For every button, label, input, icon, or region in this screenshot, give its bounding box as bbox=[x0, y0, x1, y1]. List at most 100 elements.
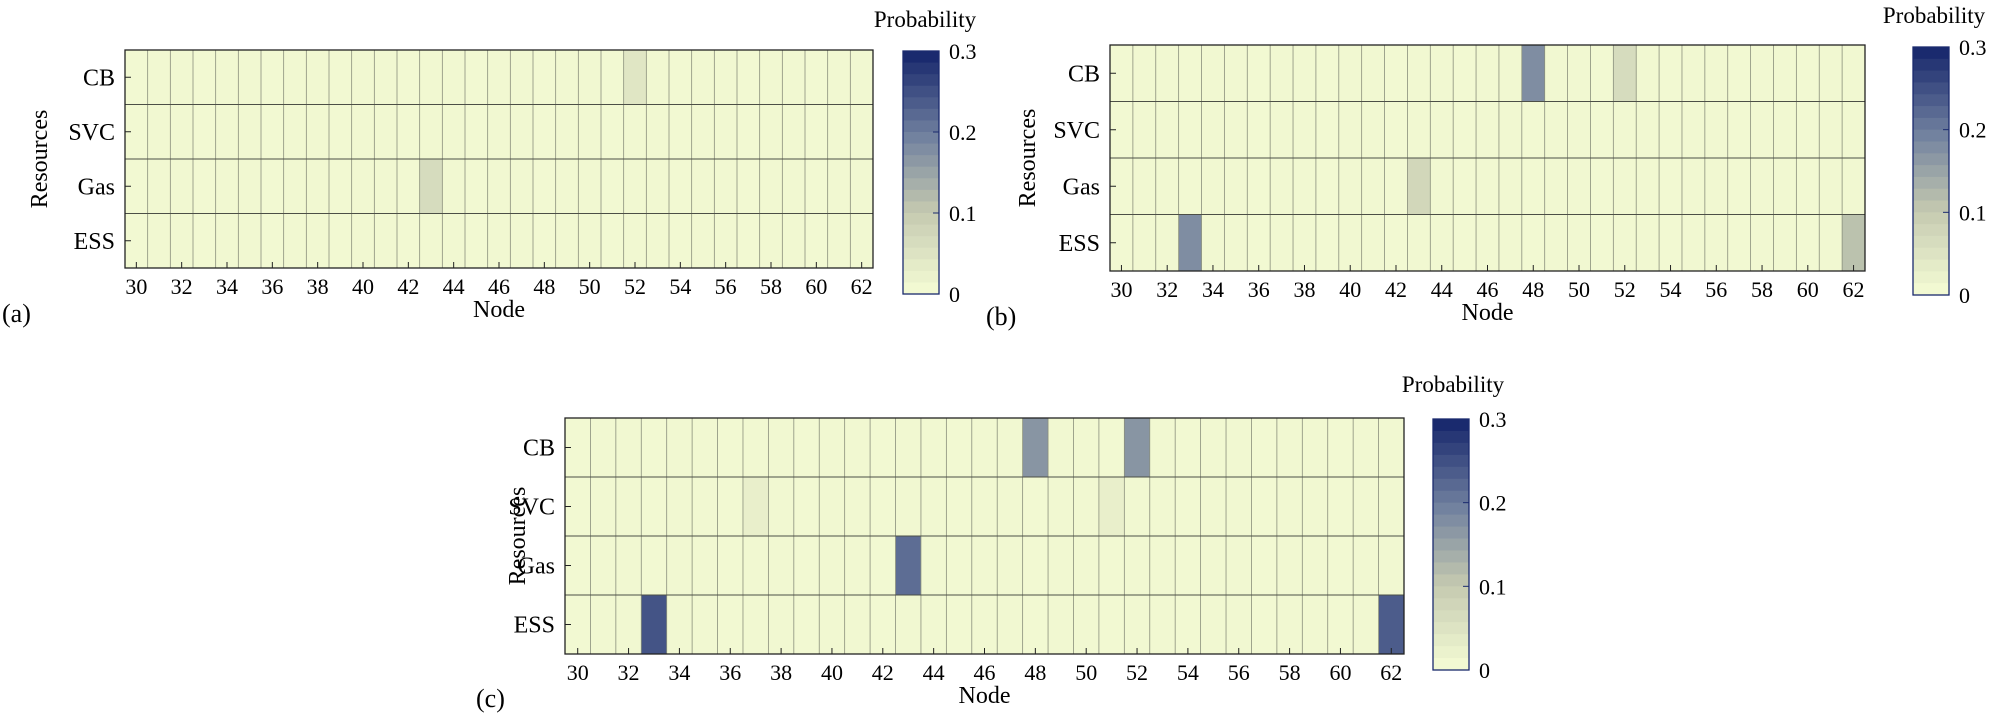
x-tick-label: 30 bbox=[125, 274, 147, 299]
heatmap-cell bbox=[1476, 158, 1499, 215]
colorbar-band bbox=[1433, 419, 1469, 432]
heatmap-cell bbox=[1276, 418, 1303, 477]
heatmap-cell bbox=[306, 213, 329, 268]
heatmap-cell bbox=[555, 104, 579, 159]
heatmap-cell bbox=[1276, 477, 1303, 536]
heatmap-cell bbox=[1521, 101, 1545, 158]
heatmap-cell bbox=[1098, 536, 1125, 595]
heatmap-cell bbox=[1175, 595, 1201, 654]
heatmap-cell bbox=[737, 104, 760, 159]
heatmap-cell bbox=[782, 213, 805, 268]
x-tick-label: 30 bbox=[567, 660, 589, 685]
heatmap-cell bbox=[692, 536, 718, 595]
heatmap-cell bbox=[1498, 214, 1522, 271]
colorbar-band bbox=[1913, 117, 1949, 131]
heatmap-cell bbox=[1201, 45, 1225, 102]
heatmap-cell bbox=[1544, 158, 1568, 215]
colorbar: 0 0.1 0.2 0.3 Probability bbox=[1402, 372, 1507, 683]
panel-label: (b) bbox=[986, 302, 1016, 331]
x-tick-label: 50 bbox=[579, 274, 601, 299]
heatmap-cell bbox=[1636, 158, 1660, 215]
heatmap-cell bbox=[261, 50, 284, 105]
heatmap-cell bbox=[1073, 595, 1099, 654]
heatmap-cell bbox=[1773, 158, 1797, 215]
colorbar-band bbox=[1913, 70, 1949, 84]
x-tick-label: 30 bbox=[1110, 277, 1132, 302]
x-tick-label: 56 bbox=[1705, 277, 1727, 302]
heatmap-cell bbox=[510, 213, 533, 268]
heatmap-cell bbox=[997, 595, 1023, 654]
heatmap-cell bbox=[1727, 214, 1751, 271]
colorbar-band bbox=[1913, 271, 1949, 284]
colorbar-band bbox=[903, 97, 939, 110]
colorbar-title: Probability bbox=[1883, 3, 1986, 28]
heatmap-cell bbox=[768, 536, 794, 595]
heatmap-cell bbox=[714, 213, 737, 268]
x-tick-label: 34 bbox=[1202, 277, 1224, 302]
heatmap-cell bbox=[717, 536, 743, 595]
heatmap-cell bbox=[1498, 158, 1522, 215]
y-tick-label: Gas bbox=[1063, 174, 1100, 200]
colorbar-band bbox=[1433, 454, 1469, 468]
heatmap-cell bbox=[283, 50, 307, 105]
heatmap-cell bbox=[805, 50, 828, 105]
x-tick-label: 36 bbox=[261, 274, 283, 299]
heatmap-cell bbox=[465, 50, 488, 105]
heatmap-cell bbox=[768, 595, 794, 654]
heatmap-cell bbox=[1384, 45, 1408, 102]
colorbar-band bbox=[903, 62, 939, 75]
heatmap-cell bbox=[844, 536, 871, 595]
x-tick-label: 62 bbox=[1843, 277, 1865, 302]
heatmap-cell bbox=[306, 104, 329, 159]
heatmap-cell-highlight bbox=[1098, 477, 1125, 536]
heatmap-cell bbox=[1476, 101, 1499, 158]
heatmap-cell bbox=[895, 418, 921, 477]
heatmap-panel-c: CB SVC Gas ESS 30 32 34 36 38 40 42 44 46 48 50 52 54 56 5… bbox=[476, 372, 1507, 713]
heatmap-cell bbox=[1567, 45, 1591, 102]
heatmap-cell bbox=[1302, 418, 1328, 477]
heatmap-cell bbox=[578, 213, 601, 268]
heatmap-cell bbox=[1681, 214, 1705, 271]
heatmap-cell bbox=[641, 536, 667, 595]
heatmap-cell bbox=[623, 104, 647, 159]
heatmap-cell bbox=[737, 213, 760, 268]
heatmap-cell bbox=[827, 213, 851, 268]
x-tick-label: 56 bbox=[715, 274, 737, 299]
heatmap-cell bbox=[1407, 45, 1431, 102]
colorbar-band bbox=[903, 189, 939, 203]
colorbar-title: Probability bbox=[1402, 372, 1505, 397]
heatmap-cell bbox=[1247, 101, 1271, 158]
heatmap-cell bbox=[1293, 101, 1316, 158]
heatmap-cell bbox=[465, 213, 488, 268]
heatmap-cell bbox=[1361, 214, 1385, 271]
heatmap-cell bbox=[1659, 45, 1682, 102]
heatmap-cell bbox=[844, 477, 871, 536]
heatmap-cell bbox=[283, 159, 307, 214]
x-tick-label: 50 bbox=[1075, 660, 1097, 685]
heatmap-cell bbox=[1453, 214, 1477, 271]
heatmap-cell bbox=[1544, 214, 1568, 271]
heatmap-cell bbox=[1796, 45, 1820, 102]
heatmap-cell bbox=[510, 159, 533, 214]
heatmap-cell bbox=[147, 104, 171, 159]
x-tick-label: 56 bbox=[1228, 660, 1250, 685]
heatmap-cell bbox=[510, 104, 533, 159]
heatmap-cell bbox=[1681, 45, 1705, 102]
colorbar-band bbox=[903, 155, 939, 168]
heatmap-cell bbox=[170, 159, 193, 214]
heatmap-cell bbox=[147, 213, 171, 268]
heatmap-cell bbox=[1590, 158, 1614, 215]
heatmap-cell-highlight bbox=[742, 477, 769, 536]
heatmap-cell bbox=[997, 477, 1023, 536]
colorbar-band bbox=[1913, 200, 1949, 213]
y-axis-label: Resources bbox=[27, 110, 53, 209]
heatmap-cell bbox=[1201, 214, 1225, 271]
colorbar-band bbox=[903, 120, 939, 133]
heatmap-cell bbox=[793, 418, 820, 477]
heatmap-cell bbox=[510, 50, 533, 105]
heatmap-cell bbox=[737, 159, 760, 214]
heatmap-cell bbox=[1338, 101, 1362, 158]
colorbar-band bbox=[1913, 224, 1949, 237]
heatmap-cell bbox=[1659, 101, 1682, 158]
x-tick-label: 62 bbox=[851, 274, 873, 299]
